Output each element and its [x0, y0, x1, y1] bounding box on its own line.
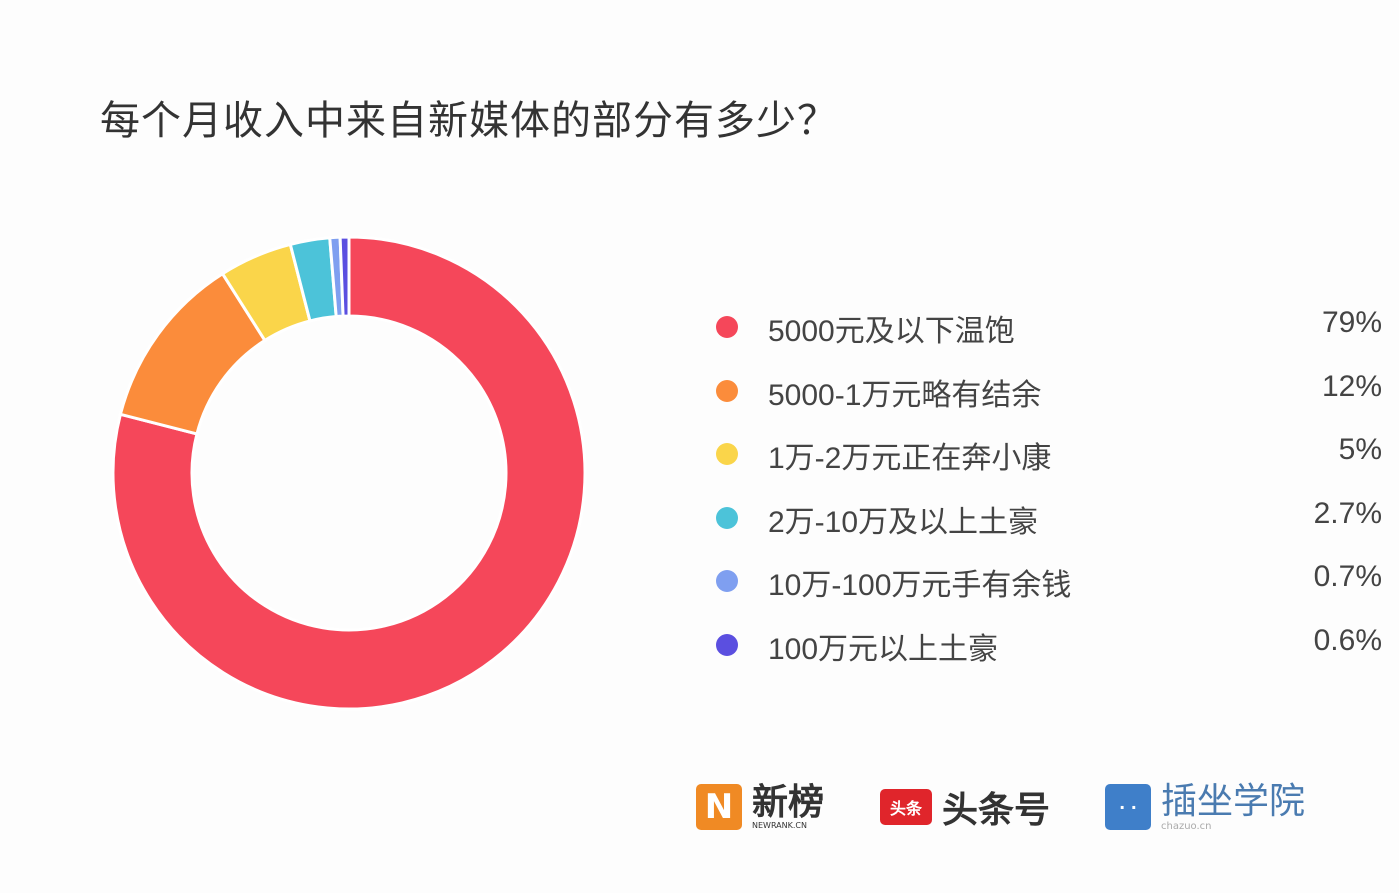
legend-swatch — [716, 570, 738, 592]
logo-toutiaohao: 头条 头条号 — [880, 782, 1050, 832]
newrank-url: NEWRANK.CN — [752, 821, 807, 831]
chart-title: 每个月收入中来自新媒体的部分有多少？ — [100, 98, 838, 144]
legend-value: 2.7% — [1313, 496, 1382, 530]
legend-item: 1万-2万元正在奔小康 5% — [712, 433, 1382, 475]
donut-slice-0 — [111, 235, 587, 711]
donut-slice-5 — [338, 235, 351, 318]
legend-item: 5000-1万元略有结余 12% — [712, 369, 1382, 412]
legend-item: 2万-10万及以上土豪 2.7% — [712, 496, 1382, 539]
toutiaohao-name: 头条号 — [942, 790, 1051, 831]
legend-label: 1万-2万元正在奔小康 — [768, 442, 1052, 475]
legend-swatch — [716, 316, 738, 338]
chazuo-name: 插坐学院 — [1161, 780, 1306, 822]
legend-value: 0.6% — [1313, 623, 1382, 657]
legend-swatch — [716, 379, 738, 402]
legend-label: 5000元及以下温饱 — [768, 315, 1015, 348]
chazuo-url: chazuo.cn — [1161, 821, 1212, 833]
logo-newrank: N 新榜 NEWRANK.CN — [696, 782, 824, 832]
logo-chazuo: · · 插坐学院 chazuo.cn — [1105, 782, 1305, 832]
donut-chart — [111, 235, 587, 711]
legend-value: 5% — [1338, 433, 1382, 466]
newrank-name: 新榜 — [752, 781, 825, 823]
newrank-logo-icon: N — [696, 784, 742, 830]
legend-label: 5000-1万元略有结余 — [768, 378, 1042, 412]
legend-item: 100万元以上土豪 0.6% — [712, 623, 1382, 666]
legend-item: 5000元及以下温饱 79% — [712, 306, 1382, 348]
legend-value: 0.7% — [1313, 560, 1382, 593]
legend-swatch — [716, 633, 738, 656]
legend-value: 12% — [1321, 369, 1382, 403]
legend-label: 100万元以上土豪 — [768, 632, 999, 666]
toutiao-logo-icon: 头条 — [880, 789, 932, 825]
legend-swatch — [716, 443, 738, 465]
legend-label: 10万-100万元手有余钱 — [768, 569, 1072, 602]
legend-item: 10万-100万元手有余钱 0.7% — [712, 560, 1382, 602]
chazuo-logo-icon: · · — [1105, 784, 1151, 830]
legend-swatch — [716, 506, 738, 529]
legend-label: 2万-10万及以上土豪 — [768, 505, 1039, 539]
legend-value: 79% — [1321, 306, 1382, 339]
